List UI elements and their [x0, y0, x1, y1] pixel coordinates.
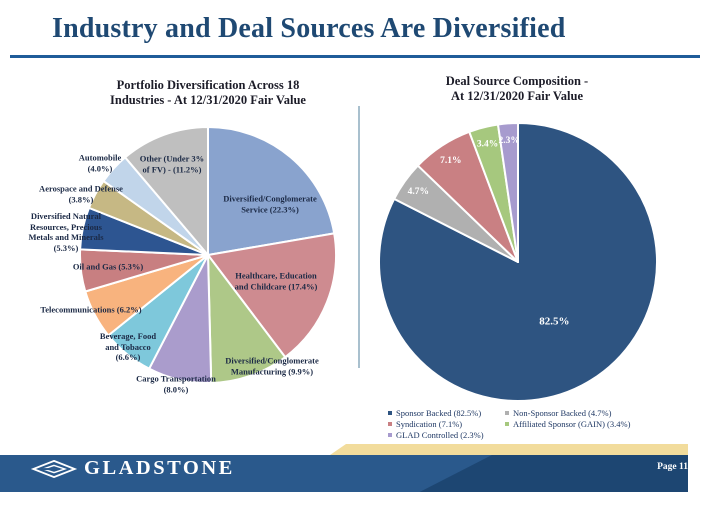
pie-percent-label: 3.4% — [477, 140, 498, 150]
legend-item: Non-Sponsor Backed (4.7%) — [505, 407, 630, 418]
brand-name: GLADSTONE — [84, 457, 235, 479]
callout-telecommunications: Telecommunications (6.2%) — [40, 304, 142, 315]
title-rule — [10, 55, 700, 58]
deal-source-legend-column-2: Non-Sponsor Backed (4.7%) Affiliated Spon… — [505, 407, 630, 429]
pie-percent-label: 4.7% — [408, 187, 429, 197]
callout-cargo-transportation: Cargo Transportation (8.0%) — [136, 373, 216, 394]
footer-accent-strip — [330, 444, 688, 455]
callout-diversified-conglomerate-service: Diversified/Conglomerate Service (22.3%) — [223, 193, 317, 214]
legend-item: Affiliated Sponsor (GAIN) (3.4%) — [505, 418, 630, 429]
callout-beverage-food-tobacco: Beverage, Food and Tobacco (6.6%) — [99, 331, 157, 363]
legend-label: Affiliated Sponsor (GAIN) (3.4%) — [513, 418, 631, 429]
legend-label: Non-Sponsor Backed (4.7%) — [513, 407, 612, 418]
legend-swatch — [388, 421, 392, 426]
legend-item: Sponsor Backed (82.5%) — [388, 407, 484, 418]
callout-healthcare-education-childcare: Healthcare, Education and Childcare (17.… — [234, 270, 318, 291]
legend-label: Sponsor Backed (82.5%) — [396, 407, 482, 418]
callout-aerospace-and-defense: Aerospace and Defense (3.8%) — [39, 183, 123, 204]
legend-label: GLAD Controlled (2.3%) — [396, 429, 484, 440]
pie-slice-healthcare-education-and-childcare — [207, 232, 337, 359]
deal-source-legend-column-1: Sponsor Backed (82.5%) Syndication (7.1%)… — [388, 407, 484, 440]
legend-swatch — [505, 421, 509, 426]
panel-divider — [358, 106, 360, 368]
callout-oil-and-gas: Oil and Gas (5.3%) — [72, 261, 144, 272]
pie-slice-other-under-3-of-fv — [124, 126, 209, 256]
legend-swatch — [388, 410, 392, 415]
pie-percent-label: 2.3% — [498, 136, 519, 146]
legend-item: GLAD Controlled (2.3%) — [388, 429, 484, 440]
callout-automobile: Automobile (4.0%) — [78, 152, 122, 173]
callout-other-under-3pct: Other (Under 3% of FV) - (11.2%) — [139, 153, 205, 174]
slide-title: Industry and Deal Sources Are Diversifie… — [52, 13, 566, 44]
industry-chart-title: Portfolio Diversification Across 18 Indu… — [110, 78, 306, 107]
industry-pie-chart — [79, 126, 337, 384]
callout-diversified-natural-resources: Diversified Natural Resources, Precious … — [28, 210, 104, 253]
callout-diversified-conglomerate-manufacturing: Diversified/Conglomerate Manufacturing (… — [225, 355, 319, 376]
pie-slice-glad-controlled — [496, 122, 519, 263]
pie-slice-diversified-conglomerate-service — [207, 126, 336, 256]
pie-percent-label: 82.5% — [539, 315, 569, 327]
legend-item: Syndication (7.1%) — [388, 418, 484, 429]
legend-swatch — [388, 432, 392, 437]
page-number-label: Page 11 — [657, 462, 688, 472]
pie-percent-label: 7.1% — [440, 156, 461, 166]
gladstone-diamond-logo-icon — [30, 460, 78, 478]
legend-label: Syndication (7.1%) — [396, 418, 463, 429]
legend-swatch — [505, 410, 509, 415]
footer-bar — [0, 455, 688, 492]
deal-source-chart-title: Deal Source Composition - At 12/31/2020 … — [445, 74, 589, 103]
pie-slice-diversified-conglomerate-manufacturing — [207, 254, 287, 384]
deal-source-pie-chart: 82.5% 4.7% 7.1% 3.4% 2.3% — [378, 122, 658, 402]
